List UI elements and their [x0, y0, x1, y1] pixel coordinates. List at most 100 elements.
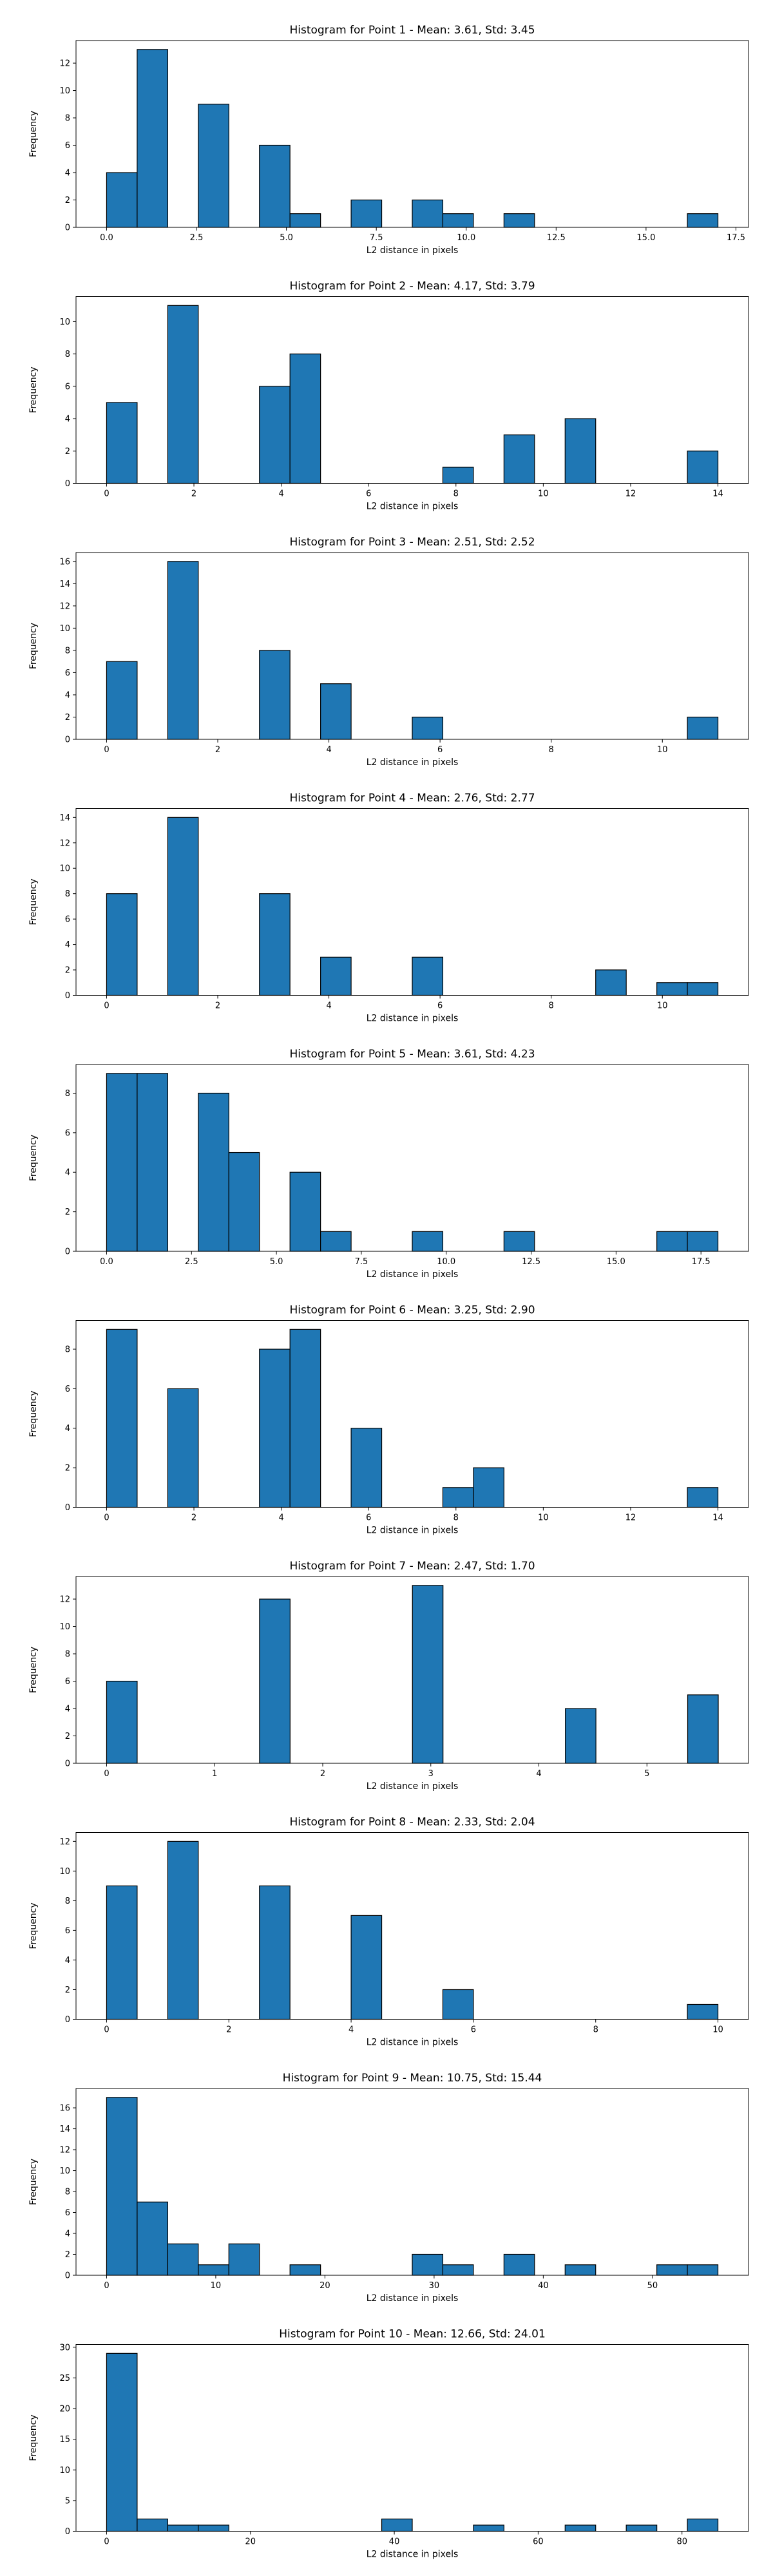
- chart-1-bar-11: [412, 199, 444, 228]
- chart-7-bar-11: [412, 1585, 444, 1764]
- chart-1-bar-9: [350, 199, 383, 228]
- chart-7-x-axis-label: L2 distance in pixels: [367, 1781, 459, 1792]
- chart-5-x-tick-label: 2.5: [185, 1257, 198, 1267]
- chart-1-bar-4: [198, 104, 229, 228]
- chart-5-x-tick-label: 10.0: [437, 1257, 455, 1267]
- chart-2-x-axis-label: L2 distance in pixels: [367, 502, 459, 512]
- chart-10-y-tick-label: 25: [59, 2374, 70, 2383]
- chart-8-x-tick-label: 10: [712, 2025, 723, 2035]
- chart-1-x-tick-label: 7.5: [370, 233, 383, 243]
- chart-8-y-tick-label: 6: [65, 1926, 70, 1936]
- chart-9-bar-4: [198, 2264, 229, 2276]
- chart-8-axes-frame: [75, 1832, 749, 2020]
- chart-3-x-tick-label: 8: [549, 745, 554, 755]
- chart-5-title: Histogram for Point 5 - Mean: 3.61, Std:…: [289, 1048, 535, 1061]
- chart-6-x-tick-label: 4: [278, 1513, 283, 1523]
- chart-6-y-tick-label: 0: [65, 1503, 70, 1513]
- chart-4-x-tick-label: 8: [549, 1001, 554, 1011]
- chart-6-axes-frame: [75, 1320, 749, 1508]
- chart-1-bar-6: [259, 144, 291, 228]
- chart-10-y-tick-label: 20: [59, 2405, 70, 2414]
- chart-5-bar-19: [656, 1231, 688, 1252]
- chart-7-bar-1: [106, 1680, 138, 1764]
- chart-9-bar-11: [412, 2253, 444, 2276]
- chart-8-x-tick-label: 4: [348, 2025, 354, 2035]
- chart-8-y-tick-label: 2: [65, 1985, 70, 1995]
- chart-4-y-tick-label: 14: [59, 813, 70, 823]
- chart-3-y-tick-label: 4: [65, 690, 70, 700]
- chart-2-x-tick-label: 14: [712, 489, 723, 499]
- chart-9-bar-1: [106, 2097, 138, 2276]
- chart-5-y-tick-label: 0: [65, 1247, 70, 1257]
- chart-6-x-tick-label: 14: [712, 1513, 723, 1523]
- chart-1-x-axis-label: L2 distance in pixels: [367, 245, 459, 256]
- chart-2-bar-1: [106, 402, 138, 484]
- chart-5-bar-1: [106, 1073, 138, 1252]
- chart-6-bar-6: [259, 1349, 291, 1508]
- chart-5-axes-frame: [75, 1064, 749, 1252]
- chart-7-y-tick-label: 2: [65, 1732, 70, 1741]
- chart-2-bar-16: [564, 418, 596, 484]
- chart-2-bar-7: [289, 354, 321, 484]
- chart-9-x-tick-label: 10: [211, 2281, 222, 2291]
- chart-7-bar-16: [565, 1708, 596, 1764]
- chart-5-x-tick-label: 5.0: [270, 1257, 283, 1267]
- chart-7-bar-20: [687, 1694, 719, 1764]
- chart-10-bar-13: [473, 2524, 504, 2532]
- chart-2-bar-6: [259, 386, 291, 484]
- chart-5-y-tick-label: 8: [65, 1089, 70, 1099]
- chart-3-x-axis-label: L2 distance in pixels: [367, 757, 459, 768]
- chart-4-x-tick-label: 6: [437, 1001, 443, 1011]
- chart-9-bar-5: [228, 2243, 260, 2276]
- chart-6-x-tick-label: 6: [366, 1513, 371, 1523]
- chart-4-bar-3: [167, 817, 199, 996]
- chart-3-y-tick-label: 8: [65, 646, 70, 656]
- chart-8-x-tick-label: 0: [104, 2025, 109, 2035]
- chart-9-x-tick-label: 30: [429, 2281, 440, 2291]
- chart-5-x-tick-label: 7.5: [355, 1257, 368, 1267]
- chart-1-bar-7: [289, 213, 321, 228]
- chart-7-x-tick-label: 4: [536, 1769, 541, 1779]
- chart-8-title: Histogram for Point 8 - Mean: 2.33, Std:…: [289, 1816, 535, 1829]
- chart-3-x-tick-label: 4: [326, 745, 331, 755]
- chart-7-x-tick-label: 3: [428, 1769, 434, 1779]
- chart-3-y-tick-label: 0: [65, 735, 70, 745]
- chart-4-bar-6: [259, 893, 291, 996]
- chart-10-y-tick-label: 15: [59, 2435, 70, 2445]
- chart-1-x-tick-label: 0.0: [100, 233, 113, 243]
- chart-9-bar-14: [503, 2253, 535, 2276]
- chart-4-x-tick-label: 10: [657, 1001, 668, 1011]
- chart-1-axes-frame: [75, 40, 749, 228]
- chart-10-bar-18: [625, 2524, 658, 2532]
- chart-6-y-tick-label: 2: [65, 1464, 70, 1473]
- chart-5-y-tick-label: 4: [65, 1168, 70, 1178]
- chart-1-bar-20: [687, 213, 719, 228]
- chart-10-bar-20: [687, 2518, 719, 2532]
- chart-1-x-tick-label: 2.5: [190, 233, 204, 243]
- chart-2-y-tick-label: 8: [65, 350, 70, 359]
- chart-8-bar-20: [687, 2003, 719, 2020]
- chart-7-y-tick-label: 4: [65, 1705, 70, 1714]
- chart-4-bar-19: [656, 982, 688, 996]
- chart-4-x-tick-label: 4: [326, 1001, 331, 1011]
- chart-5-bar-5: [228, 1151, 260, 1252]
- chart-2-y-axis-label: Frequency: [28, 366, 39, 413]
- chart-3-bar-3: [167, 561, 199, 740]
- chart-10-y-tick-label: 0: [65, 2527, 70, 2537]
- chart-5-bar-7: [289, 1171, 321, 1252]
- chart-7-y-tick-label: 8: [65, 1650, 70, 1660]
- chart-8-x-tick-label: 6: [471, 2025, 476, 2035]
- chart-5-y-tick-label: 2: [65, 1208, 70, 1217]
- chart-6-y-tick-label: 6: [65, 1385, 70, 1394]
- chart-5-x-tick-label: 17.5: [692, 1257, 711, 1267]
- chart-2-x-tick-label: 0: [104, 489, 109, 499]
- chart-3-bar-11: [412, 716, 444, 740]
- chart-6-y-axis-label: Frequency: [28, 1390, 39, 1437]
- chart-3-x-tick-label: 0: [104, 745, 109, 755]
- chart-5-x-tick-label: 12.5: [522, 1257, 540, 1267]
- chart-1-y-tick-label: 6: [65, 141, 70, 151]
- chart-9-y-tick-label: 14: [59, 2125, 70, 2134]
- chart-7-y-tick-label: 6: [65, 1677, 70, 1687]
- chart-9-x-tick-label: 20: [320, 2281, 330, 2291]
- chart-7-axes-frame: [75, 1576, 749, 1764]
